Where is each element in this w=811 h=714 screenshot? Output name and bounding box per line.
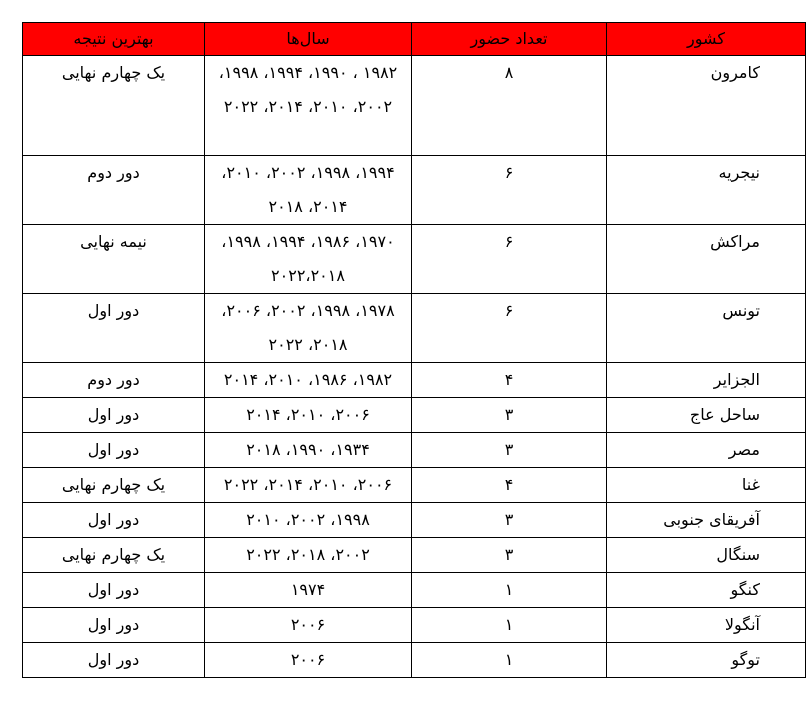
appearances-cell: ۶ <box>411 155 607 225</box>
appearances-cell: ۶ <box>411 293 607 363</box>
years-cell: ۱۹۷۴ <box>204 572 412 608</box>
header-row: کشور تعداد حضور سال‌ها بهترین نتیجه <box>22 22 806 56</box>
best-result-cell: دور اول <box>22 642 205 678</box>
country-cell: غنا <box>606 467 806 503</box>
country-cell: آنگولا <box>606 607 806 643</box>
header-years: سال‌ها <box>204 22 412 56</box>
best-result-cell: دور اول <box>22 293 205 363</box>
appearances-cell: ۳ <box>411 432 607 468</box>
appearances-cell: ۱ <box>411 607 607 643</box>
years-cell: ۱۹۳۴، ۱۹۹۰، ۲۰۱۸ <box>204 432 412 468</box>
years-cell: ۱۹۸۲، ۱۹۸۶، ۲۰۱۰، ۲۰۱۴ <box>204 362 412 398</box>
appearances-cell: ۳ <box>411 537 607 573</box>
best-result-cell: یک چهارم نهایی <box>22 467 205 503</box>
appearances-cell: ۳ <box>411 397 607 433</box>
appearances-cell: ۴ <box>411 467 607 503</box>
appearances-cell: ۱ <box>411 572 607 608</box>
best-result-cell: یک چهارم نهایی <box>22 55 205 156</box>
appearances-cell: ۶ <box>411 224 607 294</box>
header-country: کشور <box>606 22 806 56</box>
table-row: غنا ۴ ۲۰۰۶، ۲۰۱۰، ۲۰۱۴، ۲۰۲۲ یک چهارم نهایی <box>22 467 806 503</box>
years-cell: ۲۰۰۶ <box>204 642 412 678</box>
country-cell: سنگال <box>606 537 806 573</box>
world-cup-africa-table: کشور تعداد حضور سال‌ها بهترین نتیجه کامر… <box>22 22 806 678</box>
best-result-cell: دور اول <box>22 502 205 538</box>
best-result-cell: دور اول <box>22 397 205 433</box>
country-cell: ساحل عاج <box>606 397 806 433</box>
years-cell: ۱۹۷۰، ۱۹۸۶، ۱۹۹۴، ۱۹۹۸، ۲۰۲۲،۲۰۱۸ <box>204 224 412 294</box>
table-row: مراکش ۶ ۱۹۷۰، ۱۹۸۶، ۱۹۹۴، ۱۹۹۸، ۲۰۲۲،۲۰۱۸ ن… <box>22 224 806 294</box>
best-result-cell: نیمه نهایی <box>22 224 205 294</box>
best-result-cell: دور اول <box>22 607 205 643</box>
country-cell: آفریقای جنوبی <box>606 502 806 538</box>
table-row: ساحل عاج ۳ ۲۰۰۶، ۲۰۱۰، ۲۰۱۴ دور اول <box>22 397 806 433</box>
best-result-cell: دور اول <box>22 432 205 468</box>
best-result-cell: یک چهارم نهایی <box>22 537 205 573</box>
table-row: کنگو ۱ ۱۹۷۴ دور اول <box>22 572 806 608</box>
years-cell: ۲۰۰۲، ۲۰۱۸، ۲۰۲۲ <box>204 537 412 573</box>
country-cell: توگو <box>606 642 806 678</box>
table-row: سنگال ۳ ۲۰۰۲، ۲۰۱۸، ۲۰۲۲ یک چهارم نهایی <box>22 537 806 573</box>
years-cell: ۲۰۰۶، ۲۰۱۰، ۲۰۱۴، ۲۰۲۲ <box>204 467 412 503</box>
best-result-cell: دور دوم <box>22 362 205 398</box>
table-row: مصر ۳ ۱۹۳۴، ۱۹۹۰، ۲۰۱۸ دور اول <box>22 432 806 468</box>
years-cell: ۱۹۸۲ ، ۱۹۹۰، ۱۹۹۴، ۱۹۹۸، ۲۰۰۲، ۲۰۱۰، ۲۰۱… <box>204 55 412 156</box>
country-cell: الجزایر <box>606 362 806 398</box>
header-appearances: تعداد حضور <box>411 22 607 56</box>
table-row: تونس ۶ ۱۹۷۸، ۱۹۹۸، ۲۰۰۲، ۲۰۰۶، ۲۰۱۸، ۲۰۲۲ د… <box>22 293 806 363</box>
table-row: آنگولا ۱ ۲۰۰۶ دور اول <box>22 607 806 643</box>
years-cell: ۱۹۹۸، ۲۰۰۲، ۲۰۱۰ <box>204 502 412 538</box>
appearances-cell: ۳ <box>411 502 607 538</box>
appearances-cell: ۴ <box>411 362 607 398</box>
table-row: نیجریه ۶ ۱۹۹۴، ۱۹۹۸، ۲۰۰۲، ۲۰۱۰، ۲۰۱۴، ۲۰۱… <box>22 155 806 225</box>
country-cell: تونس <box>606 293 806 363</box>
table-row: کامرون ۸ ۱۹۸۲ ، ۱۹۹۰، ۱۹۹۴، ۱۹۹۸، ۲۰۰۲، ۲۰… <box>22 55 806 156</box>
country-cell: مراکش <box>606 224 806 294</box>
table-row: توگو ۱ ۲۰۰۶ دور اول <box>22 642 806 678</box>
table-row: آفریقای جنوبی ۳ ۱۹۹۸، ۲۰۰۲، ۲۰۱۰ دور اول <box>22 502 806 538</box>
years-cell: ۱۹۹۴، ۱۹۹۸، ۲۰۰۲، ۲۰۱۰، ۲۰۱۴، ۲۰۱۸ <box>204 155 412 225</box>
years-cell: ۲۰۰۶، ۲۰۱۰، ۲۰۱۴ <box>204 397 412 433</box>
country-cell: کامرون <box>606 55 806 156</box>
country-cell: نیجریه <box>606 155 806 225</box>
header-best-result: بهترین نتیجه <box>22 22 205 56</box>
years-cell: ۲۰۰۶ <box>204 607 412 643</box>
appearances-cell: ۱ <box>411 642 607 678</box>
country-cell: مصر <box>606 432 806 468</box>
country-cell: کنگو <box>606 572 806 608</box>
best-result-cell: دور اول <box>22 572 205 608</box>
table-row: الجزایر ۴ ۱۹۸۲، ۱۹۸۶، ۲۰۱۰، ۲۰۱۴ دور دوم <box>22 362 806 398</box>
appearances-cell: ۸ <box>411 55 607 156</box>
years-cell: ۱۹۷۸، ۱۹۹۸، ۲۰۰۲، ۲۰۰۶، ۲۰۱۸، ۲۰۲۲ <box>204 293 412 363</box>
best-result-cell: دور دوم <box>22 155 205 225</box>
